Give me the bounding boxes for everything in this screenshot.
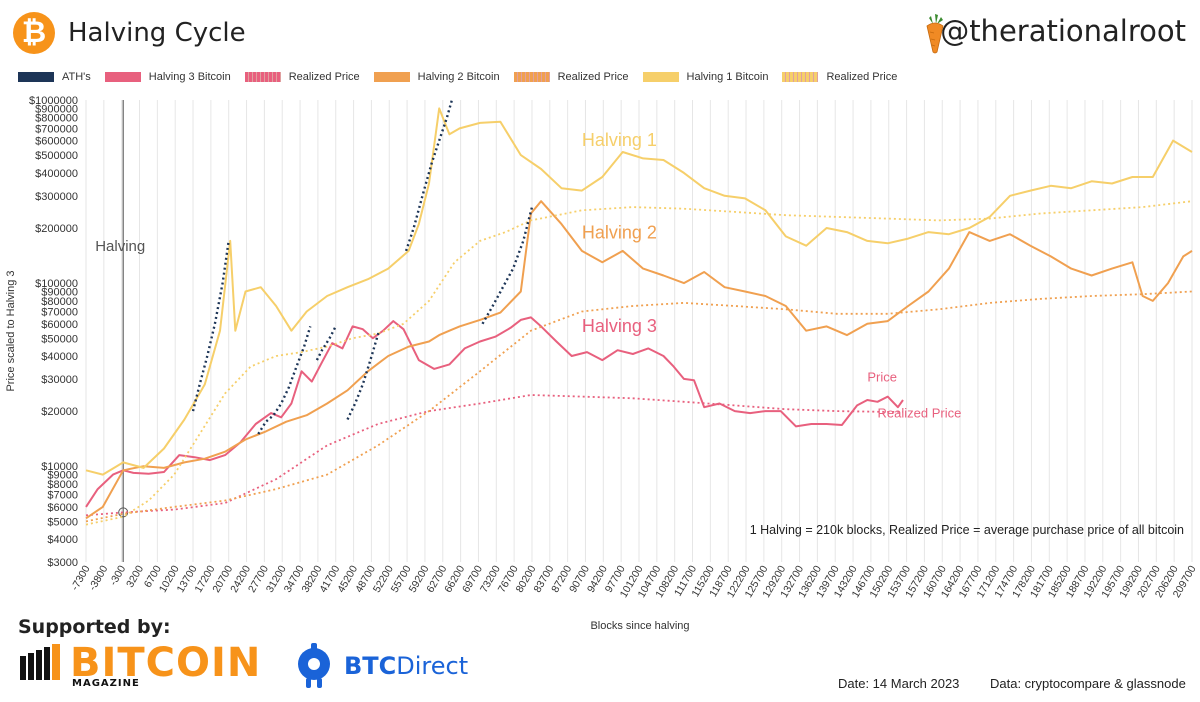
legend-item[interactable]: Realized Price — [513, 71, 629, 83]
y-tick-label: $9000 — [47, 470, 78, 482]
legend-swatch — [373, 72, 410, 82]
y-tick-label: $6000 — [47, 502, 78, 514]
y-tick-label: $80000 — [41, 296, 78, 308]
price-line — [85, 316, 904, 508]
legend-item[interactable]: Halving 3 Bitcoin — [104, 71, 231, 83]
price-line — [85, 200, 1193, 520]
chart-footnote: 1 Halving = 210k blocks, Realized Price … — [750, 523, 1184, 537]
legend-swatch — [18, 72, 54, 82]
y-tick-label: $40000 — [41, 351, 78, 363]
realized-price-line — [85, 290, 1193, 523]
legend-label: Realized Price — [826, 71, 898, 83]
y-tick-label: $10000 — [41, 461, 78, 473]
bitcoin-magazine-logo[interactable]: BITCOIN MAGAZINE — [18, 642, 268, 690]
y-tick-label: $700000 — [35, 123, 78, 135]
chart-area: -7300 -3800 -300 3200 6700 10200 13700 17200 207… — [0, 90, 1200, 630]
y-tick-label: $3000 — [47, 557, 78, 569]
legend-swatch — [513, 72, 550, 82]
y-tick-label: $7000 — [47, 490, 78, 502]
legend-swatch — [244, 72, 281, 82]
legend-item[interactable]: Halving 1 Bitcoin — [642, 71, 769, 83]
y-tick-label: $50000 — [41, 333, 78, 345]
y-tick-label: $300000 — [35, 191, 78, 203]
y-tick-label: $30000 — [41, 374, 78, 386]
legend-label: Halving 3 Bitcoin — [148, 71, 231, 83]
legend-item[interactable]: Realized Price — [782, 71, 897, 83]
y-tick-label: $200000 — [35, 223, 78, 235]
legend-swatch — [104, 72, 141, 82]
y-tick-label: $90000 — [41, 287, 78, 299]
data-source: Data: cryptocompare & glassnode — [990, 676, 1186, 691]
legend-swatch — [642, 72, 679, 82]
y-tick-label: $60000 — [41, 319, 78, 331]
x-tick-label: 3200 — [124, 563, 146, 589]
x-axis-title: Blocks since halving — [590, 620, 690, 632]
y-tick-label: $4000 — [47, 534, 78, 546]
y-tick-label: $600000 — [35, 136, 78, 148]
chart-annotation: Halving 2 — [582, 223, 657, 243]
ath-segment — [257, 326, 312, 435]
bitcoin-logo: ₿ — [13, 12, 55, 54]
y-tick-label: $20000 — [41, 406, 78, 418]
chart-annotation: Halving 3 — [582, 316, 657, 336]
bitcoin-magazine-name: BITCOIN — [70, 640, 262, 686]
legend-label: Realized Price — [288, 71, 360, 83]
x-tick-label: -3800 — [87, 563, 111, 592]
bitcoin-magazine-icon — [20, 644, 60, 680]
bitcoin-magazine-sub: MAGAZINE — [72, 678, 140, 689]
ath-segment — [404, 99, 454, 252]
ath-segment — [315, 325, 337, 361]
realized-price-line — [85, 200, 1193, 526]
btc-direct-name: BTCDirect — [344, 652, 469, 680]
legend-label: Halving 1 Bitcoin — [686, 71, 769, 83]
halving-label: Halving — [95, 238, 145, 255]
halving-cycle-chart: -7300-3800-30032006700102001370017200207… — [5, 95, 1199, 600]
ath-segment — [346, 330, 381, 421]
y-tick-label: $8000 — [47, 479, 78, 491]
y-tick-label: $70000 — [41, 306, 78, 318]
y-tick-label: $5000 — [47, 516, 78, 528]
chart-legend: ATH's Halving 3 Bitcoin Realized Price Halv… — [18, 68, 911, 86]
legend-label: Realized Price — [557, 71, 629, 83]
chart-annotation: Price — [867, 370, 897, 385]
chart-date: Date: 14 March 2023 — [838, 676, 960, 691]
y-axis-title: Price scaled to Halving 3 — [5, 270, 17, 391]
y-tick-label: $900000 — [35, 103, 78, 115]
chart-annotation: Realized Price — [878, 405, 962, 420]
page-title: Halving Cycle — [68, 18, 246, 48]
price-line — [85, 107, 1193, 476]
y-tick-label: $800000 — [35, 113, 78, 125]
legend-item[interactable]: ATH's — [18, 71, 91, 83]
realized-price-line — [85, 394, 903, 517]
legend-label: Halving 2 Bitcoin — [417, 71, 500, 83]
btc-direct-logo[interactable]: BTCDirect — [292, 642, 492, 690]
y-tick-label: $400000 — [35, 168, 78, 180]
author-handle[interactable]: @therationalroot — [940, 14, 1186, 48]
legend-swatch — [782, 72, 819, 82]
legend-label: ATH's — [62, 71, 91, 83]
y-tick-label: $1000000 — [29, 95, 78, 107]
y-tick-label: $500000 — [35, 150, 78, 162]
legend-item[interactable]: Halving 2 Bitcoin — [373, 71, 500, 83]
chart-annotation: Halving 1 — [582, 130, 657, 150]
btc-direct-icon — [298, 643, 330, 688]
y-tick-label: $100000 — [35, 278, 78, 290]
carrot-icon — [926, 14, 944, 54]
supported-by-label: Supported by: — [18, 616, 171, 638]
legend-item[interactable]: Realized Price — [244, 71, 360, 83]
